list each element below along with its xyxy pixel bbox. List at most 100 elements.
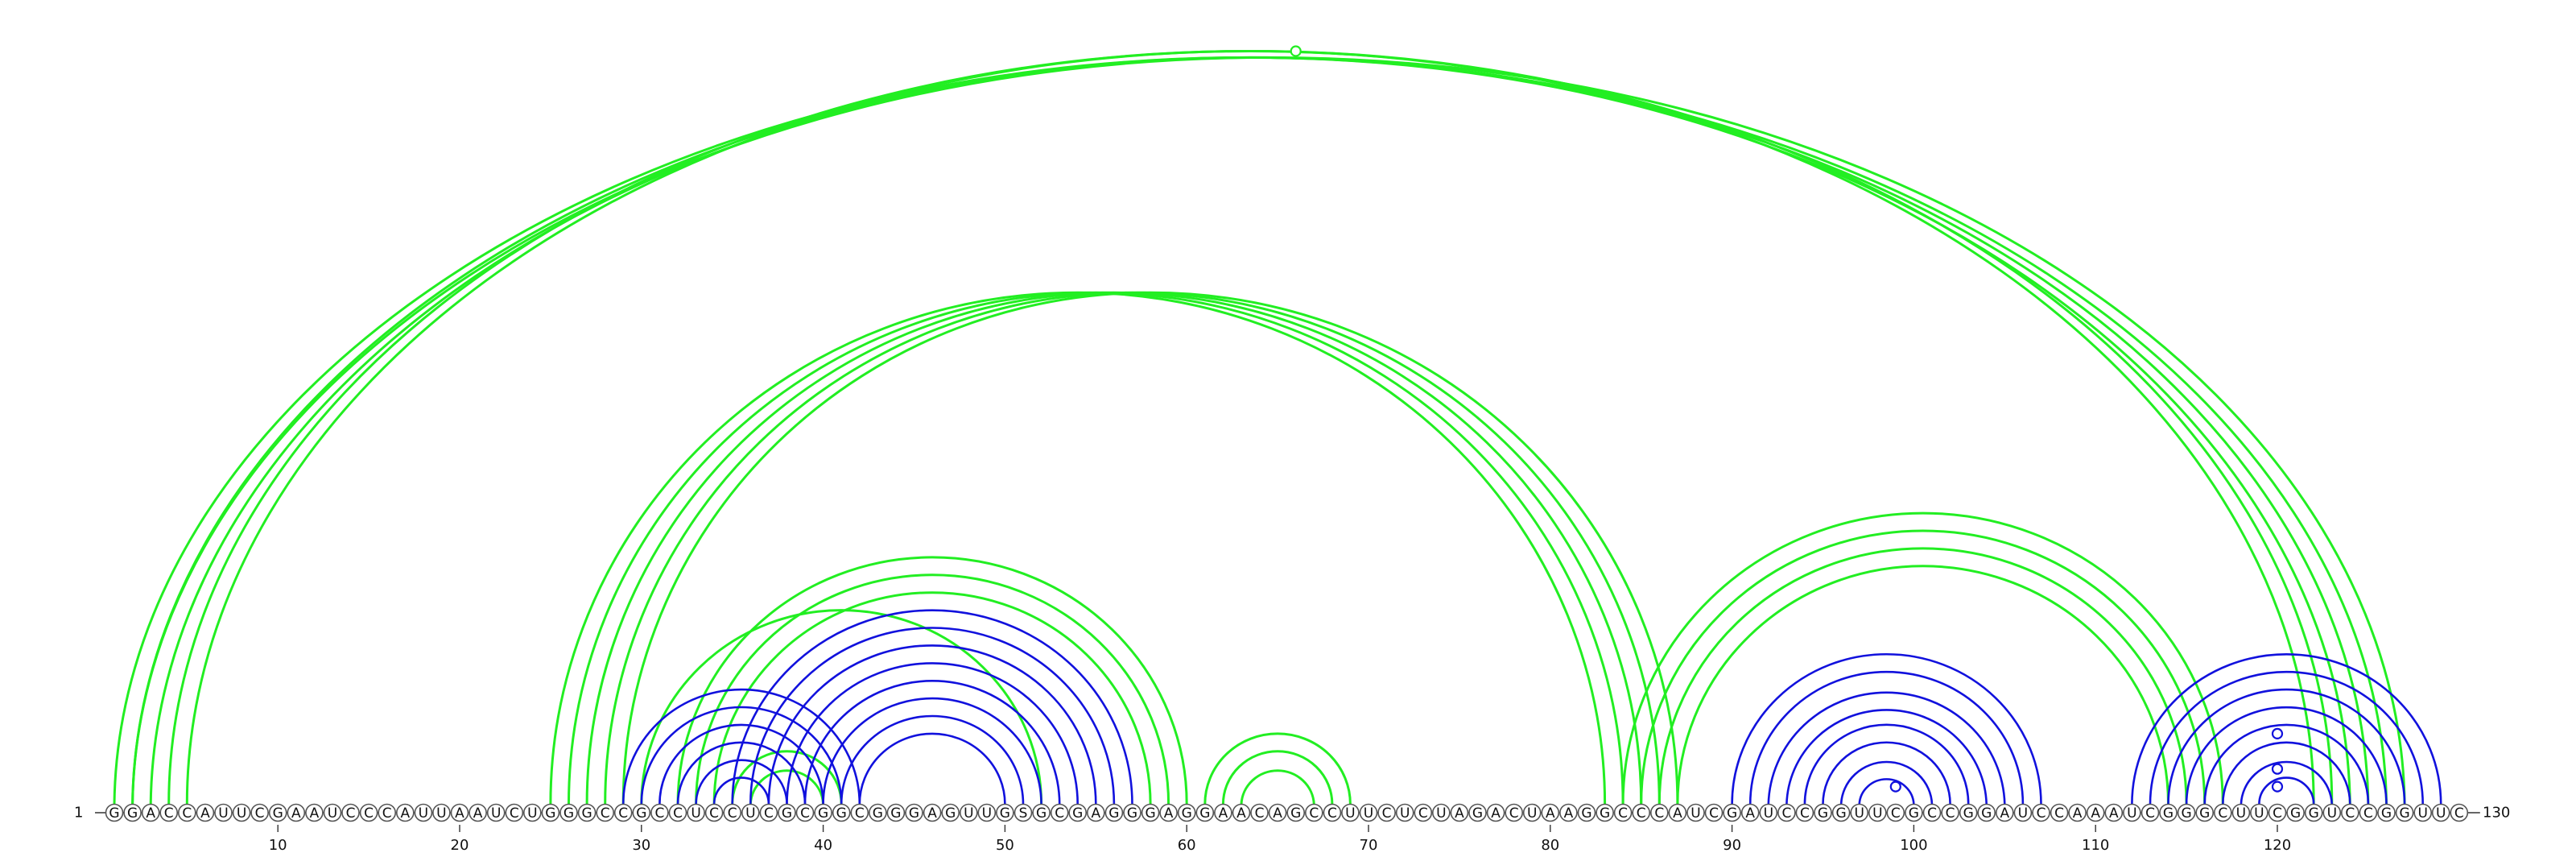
nucleotide-77: A <box>1486 803 1505 822</box>
nucleotide-letter: U <box>1527 805 1537 822</box>
green-arc-34-58 <box>712 591 1152 805</box>
nucleotide-circle <box>1668 803 1687 822</box>
nucleotide-letter: C <box>728 805 737 822</box>
nucleotide-circle <box>1704 803 1724 822</box>
nucleotide-circle <box>1723 803 1741 822</box>
nucleotide-letter: C <box>764 805 774 822</box>
nucleotide-13: U <box>323 803 342 822</box>
tick-label-80: 80 <box>1541 837 1559 854</box>
nucleotide-letter: C <box>255 805 265 822</box>
nucleotide-47: G <box>941 803 960 822</box>
blue-arc-119-122 <box>2258 776 2315 805</box>
nucleotide-letter: C <box>1055 805 1064 822</box>
nucleotide-letter: C <box>510 805 519 822</box>
nucleotide-31: C <box>650 803 669 822</box>
green-arc-group <box>113 49 2406 805</box>
nucleotide-letter: U <box>1400 805 1410 822</box>
nucleotide-letter: U <box>491 805 501 822</box>
blue-arc-40-52 <box>822 697 1042 805</box>
nucleotide-letter: U <box>691 805 700 822</box>
nucleotide-letter: G <box>1108 805 1119 822</box>
nucleotide-letter: C <box>1891 805 1901 822</box>
nucleotide-letter: A <box>2073 805 2083 822</box>
nucleotide-circle <box>1050 803 1069 822</box>
nucleotide-letter: C <box>2363 805 2373 822</box>
nucleotide-letter: G <box>1909 805 1919 822</box>
nucleotide-circle <box>1559 803 1578 822</box>
nucleotide-117: C <box>2214 803 2232 822</box>
nucleotide-35: C <box>723 803 742 822</box>
nucleotide-107: C <box>2032 803 2050 822</box>
nucleotide-119: U <box>2250 803 2268 822</box>
nucleotide-96: G <box>1831 803 1851 822</box>
nucleotide-18: U <box>414 803 433 822</box>
nucleotide-circle <box>1959 803 1978 822</box>
green-arc-29-87 <box>621 291 1679 805</box>
blue-arc-115-126 <box>2185 706 2388 805</box>
nucleotide-circle <box>2159 803 2178 822</box>
nucleotide-letter: C <box>618 805 628 822</box>
nucleotide-6: A <box>196 803 215 822</box>
nucleotide-circle <box>778 803 796 822</box>
nucleotide-19: U <box>432 803 451 822</box>
nucleotide-circle <box>559 803 578 822</box>
nucleotide-circle <box>2050 803 2069 822</box>
green-arc-62-68 <box>1221 750 1334 805</box>
nucleotide-letter: G <box>890 805 901 822</box>
nucleotide-letter: U <box>1364 805 1373 822</box>
nucleotide-circle <box>2032 803 2050 822</box>
nucleotide-letter: U <box>1690 805 1700 822</box>
nucleotide-26: G <box>559 803 578 822</box>
nucleotide-letter: G <box>1000 805 1010 822</box>
nucleotide-letter: C <box>1327 805 1337 822</box>
nucleotide-letter: C <box>709 805 719 822</box>
nucleotide-letter: G <box>1581 805 1591 822</box>
nucleotide-circle <box>1232 803 1251 822</box>
nucleotide-circle <box>2431 803 2450 822</box>
nucleotide-letter: C <box>2145 805 2155 822</box>
nucleotide-37: C <box>759 803 778 822</box>
nucleotide-circle <box>250 803 269 822</box>
nucleotide-circle <box>1395 803 1414 822</box>
nucleotide-2: G <box>123 803 142 822</box>
blue-arc-group <box>621 609 2442 805</box>
nucleotide-circle <box>2286 803 2305 822</box>
nucleotide-letter: S <box>1019 805 1028 822</box>
green-arc-86-115 <box>1657 547 2188 805</box>
nucleotide-circle <box>1541 803 1560 822</box>
nucleotide-circle <box>2140 803 2160 822</box>
nucleotide-circle <box>141 803 160 822</box>
nucleotide-letter: A <box>400 805 410 822</box>
nucleotide-letter: G <box>1963 805 1974 822</box>
nucleotide-letter: C <box>601 805 610 822</box>
nucleotide-circle <box>850 803 869 822</box>
nucleotide-letter: U <box>1345 805 1355 822</box>
nucleotide-letter: G <box>782 805 792 822</box>
nucleotide-123: U <box>2322 803 2342 822</box>
nucleotide-circle <box>395 803 415 822</box>
marker-group <box>1290 45 2284 793</box>
nucleotide-66: G <box>1286 803 1305 822</box>
nucleotide-112: U <box>2123 803 2141 822</box>
nucleotide-circle <box>178 803 196 822</box>
nucleotide-circle <box>2068 803 2087 822</box>
nucleotide-letter: G <box>1981 805 1992 822</box>
blue-arc-38-54 <box>786 662 1079 805</box>
green-arc-2-127 <box>131 56 2406 805</box>
tick-label-50: 50 <box>996 837 1014 854</box>
nucleotide-circle <box>613 803 633 822</box>
nucleotide-circle <box>1686 803 1705 822</box>
nucleotide-letter: U <box>328 805 337 822</box>
nucleotide-103: G <box>1959 803 1978 822</box>
nucleotide-letter: G <box>1199 805 1210 822</box>
nucleotide-circle <box>1522 803 1542 822</box>
nucleotide-57: G <box>1123 803 1141 822</box>
tick-label-110: 110 <box>2082 837 2109 854</box>
nucleotide-letter: C <box>1781 805 1791 822</box>
nucleotide-letter: U <box>2018 805 2028 822</box>
blue-arc-36-56 <box>749 627 1116 805</box>
nucleotide-letter: C <box>382 805 392 822</box>
nucleotide-90: G <box>1723 803 1741 822</box>
nucleotide-letter: C <box>346 805 356 822</box>
nucleotide-circle <box>2250 803 2268 822</box>
